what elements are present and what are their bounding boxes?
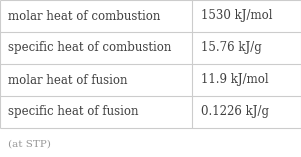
Text: 15.76 kJ/g: 15.76 kJ/g xyxy=(201,41,262,54)
Text: 11.9 kJ/mol: 11.9 kJ/mol xyxy=(201,73,269,87)
Text: specific heat of fusion: specific heat of fusion xyxy=(8,106,138,119)
Text: specific heat of combustion: specific heat of combustion xyxy=(8,41,171,54)
Text: molar heat of fusion: molar heat of fusion xyxy=(8,73,127,87)
Text: (at STP): (at STP) xyxy=(8,139,50,149)
Text: molar heat of combustion: molar heat of combustion xyxy=(8,10,160,22)
Text: 0.1226 kJ/g: 0.1226 kJ/g xyxy=(201,106,269,119)
Text: 1530 kJ/mol: 1530 kJ/mol xyxy=(201,10,272,22)
